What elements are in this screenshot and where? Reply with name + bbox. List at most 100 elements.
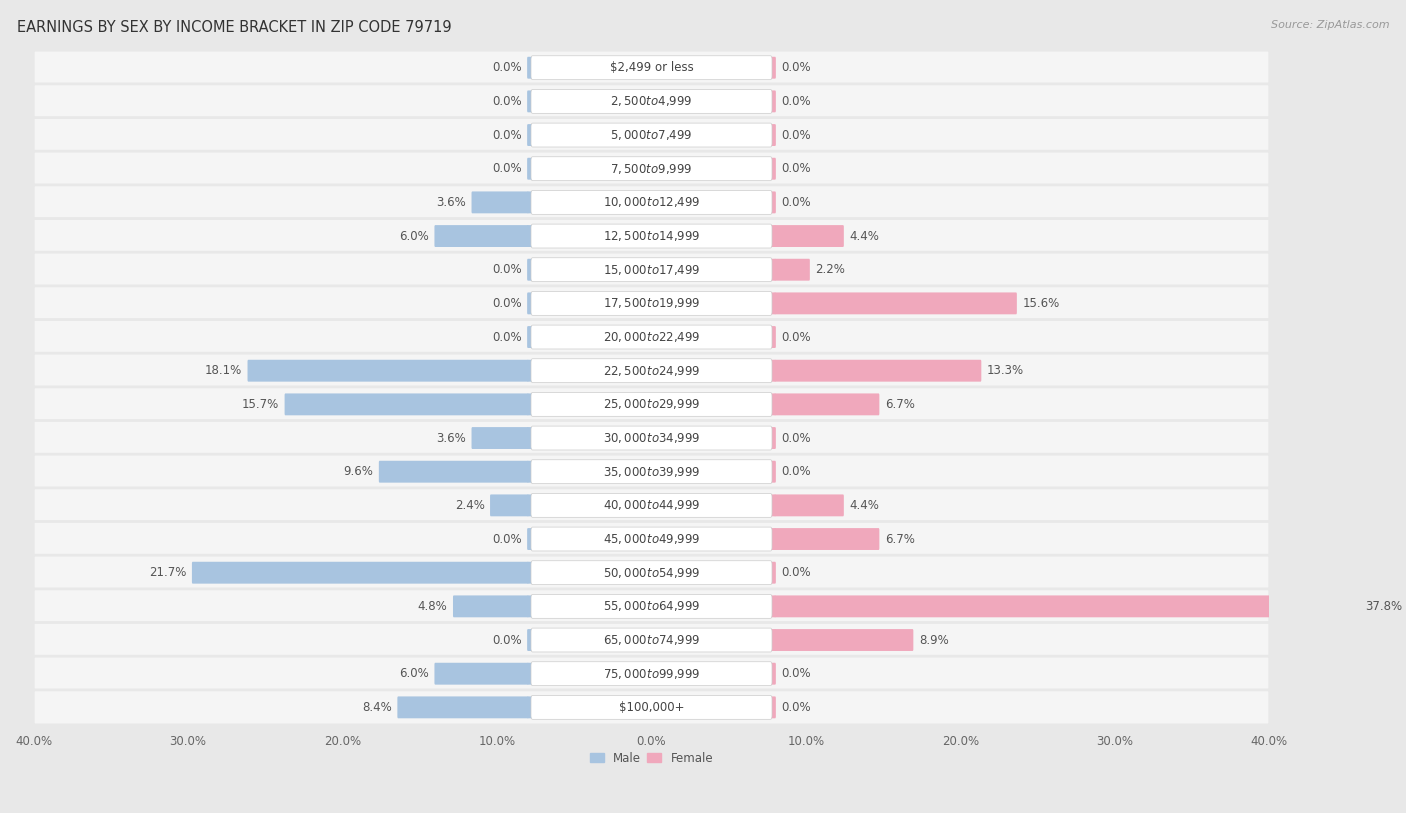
FancyBboxPatch shape: [531, 561, 772, 585]
FancyBboxPatch shape: [531, 56, 772, 80]
FancyBboxPatch shape: [34, 320, 1270, 354]
FancyBboxPatch shape: [34, 185, 1270, 220]
Legend: Male, Female: Male, Female: [585, 747, 718, 769]
Text: $10,000 to $12,499: $10,000 to $12,499: [603, 195, 700, 210]
FancyBboxPatch shape: [527, 57, 652, 79]
FancyBboxPatch shape: [775, 595, 1360, 617]
Text: 0.0%: 0.0%: [492, 633, 522, 646]
FancyBboxPatch shape: [531, 190, 772, 215]
FancyBboxPatch shape: [527, 191, 652, 213]
FancyBboxPatch shape: [527, 427, 652, 449]
FancyBboxPatch shape: [531, 426, 772, 450]
FancyBboxPatch shape: [651, 90, 776, 112]
FancyBboxPatch shape: [471, 191, 529, 213]
Text: 0.0%: 0.0%: [782, 61, 811, 74]
FancyBboxPatch shape: [527, 124, 652, 146]
Text: 18.1%: 18.1%: [205, 364, 242, 377]
FancyBboxPatch shape: [531, 695, 772, 720]
FancyBboxPatch shape: [775, 293, 1017, 315]
Text: 4.8%: 4.8%: [418, 600, 447, 613]
FancyBboxPatch shape: [247, 360, 529, 381]
FancyBboxPatch shape: [527, 629, 652, 651]
FancyBboxPatch shape: [651, 562, 776, 584]
FancyBboxPatch shape: [651, 158, 776, 180]
FancyBboxPatch shape: [434, 663, 529, 685]
Text: 15.6%: 15.6%: [1022, 297, 1060, 310]
FancyBboxPatch shape: [651, 225, 776, 247]
Text: 0.0%: 0.0%: [782, 465, 811, 478]
Text: $2,499 or less: $2,499 or less: [610, 61, 693, 74]
FancyBboxPatch shape: [398, 697, 529, 719]
FancyBboxPatch shape: [527, 326, 652, 348]
Text: 15.7%: 15.7%: [242, 398, 280, 411]
FancyBboxPatch shape: [34, 488, 1270, 523]
FancyBboxPatch shape: [34, 151, 1270, 186]
Text: 0.0%: 0.0%: [492, 297, 522, 310]
Text: 0.0%: 0.0%: [492, 163, 522, 176]
Text: 3.6%: 3.6%: [436, 432, 467, 445]
FancyBboxPatch shape: [775, 360, 981, 381]
Text: $75,000 to $99,999: $75,000 to $99,999: [603, 667, 700, 680]
FancyBboxPatch shape: [34, 656, 1270, 691]
FancyBboxPatch shape: [34, 454, 1270, 489]
Text: $7,500 to $9,999: $7,500 to $9,999: [610, 162, 693, 176]
FancyBboxPatch shape: [531, 460, 772, 484]
FancyBboxPatch shape: [651, 191, 776, 213]
FancyBboxPatch shape: [34, 555, 1270, 590]
FancyBboxPatch shape: [527, 595, 652, 617]
FancyBboxPatch shape: [531, 359, 772, 383]
Text: $17,500 to $19,999: $17,500 to $19,999: [603, 297, 700, 311]
FancyBboxPatch shape: [527, 225, 652, 247]
FancyBboxPatch shape: [531, 594, 772, 619]
Text: 8.4%: 8.4%: [363, 701, 392, 714]
FancyBboxPatch shape: [527, 528, 652, 550]
Text: 0.0%: 0.0%: [782, 667, 811, 680]
FancyBboxPatch shape: [34, 252, 1270, 287]
Text: $20,000 to $22,499: $20,000 to $22,499: [603, 330, 700, 344]
Text: 21.7%: 21.7%: [149, 566, 187, 579]
FancyBboxPatch shape: [775, 494, 844, 516]
FancyBboxPatch shape: [34, 589, 1270, 624]
Text: 4.4%: 4.4%: [849, 499, 879, 512]
FancyBboxPatch shape: [491, 494, 529, 516]
FancyBboxPatch shape: [527, 259, 652, 280]
Text: 0.0%: 0.0%: [492, 61, 522, 74]
FancyBboxPatch shape: [527, 360, 652, 381]
FancyBboxPatch shape: [531, 157, 772, 180]
Text: $55,000 to $64,999: $55,000 to $64,999: [603, 599, 700, 613]
Text: Source: ZipAtlas.com: Source: ZipAtlas.com: [1271, 20, 1389, 30]
FancyBboxPatch shape: [34, 353, 1270, 389]
Text: 6.0%: 6.0%: [399, 229, 429, 242]
Text: 4.4%: 4.4%: [849, 229, 879, 242]
FancyBboxPatch shape: [527, 293, 652, 315]
FancyBboxPatch shape: [527, 663, 652, 685]
FancyBboxPatch shape: [34, 420, 1270, 455]
Text: 0.0%: 0.0%: [782, 128, 811, 141]
FancyBboxPatch shape: [527, 461, 652, 483]
FancyBboxPatch shape: [531, 89, 772, 113]
FancyBboxPatch shape: [651, 595, 776, 617]
FancyBboxPatch shape: [651, 528, 776, 550]
FancyBboxPatch shape: [527, 158, 652, 180]
FancyBboxPatch shape: [651, 360, 776, 381]
FancyBboxPatch shape: [378, 461, 529, 483]
FancyBboxPatch shape: [34, 219, 1270, 254]
FancyBboxPatch shape: [34, 623, 1270, 658]
FancyBboxPatch shape: [651, 697, 776, 719]
FancyBboxPatch shape: [471, 427, 529, 449]
Text: EARNINGS BY SEX BY INCOME BRACKET IN ZIP CODE 79719: EARNINGS BY SEX BY INCOME BRACKET IN ZIP…: [17, 20, 451, 35]
FancyBboxPatch shape: [651, 494, 776, 516]
FancyBboxPatch shape: [651, 629, 776, 651]
FancyBboxPatch shape: [34, 387, 1270, 422]
FancyBboxPatch shape: [775, 225, 844, 247]
FancyBboxPatch shape: [531, 258, 772, 281]
FancyBboxPatch shape: [531, 527, 772, 551]
Text: 0.0%: 0.0%: [782, 432, 811, 445]
FancyBboxPatch shape: [531, 393, 772, 416]
FancyBboxPatch shape: [284, 393, 529, 415]
Text: 6.7%: 6.7%: [884, 398, 915, 411]
FancyBboxPatch shape: [651, 259, 776, 280]
Text: $65,000 to $74,999: $65,000 to $74,999: [603, 633, 700, 647]
FancyBboxPatch shape: [531, 224, 772, 248]
Text: $40,000 to $44,999: $40,000 to $44,999: [603, 498, 700, 512]
